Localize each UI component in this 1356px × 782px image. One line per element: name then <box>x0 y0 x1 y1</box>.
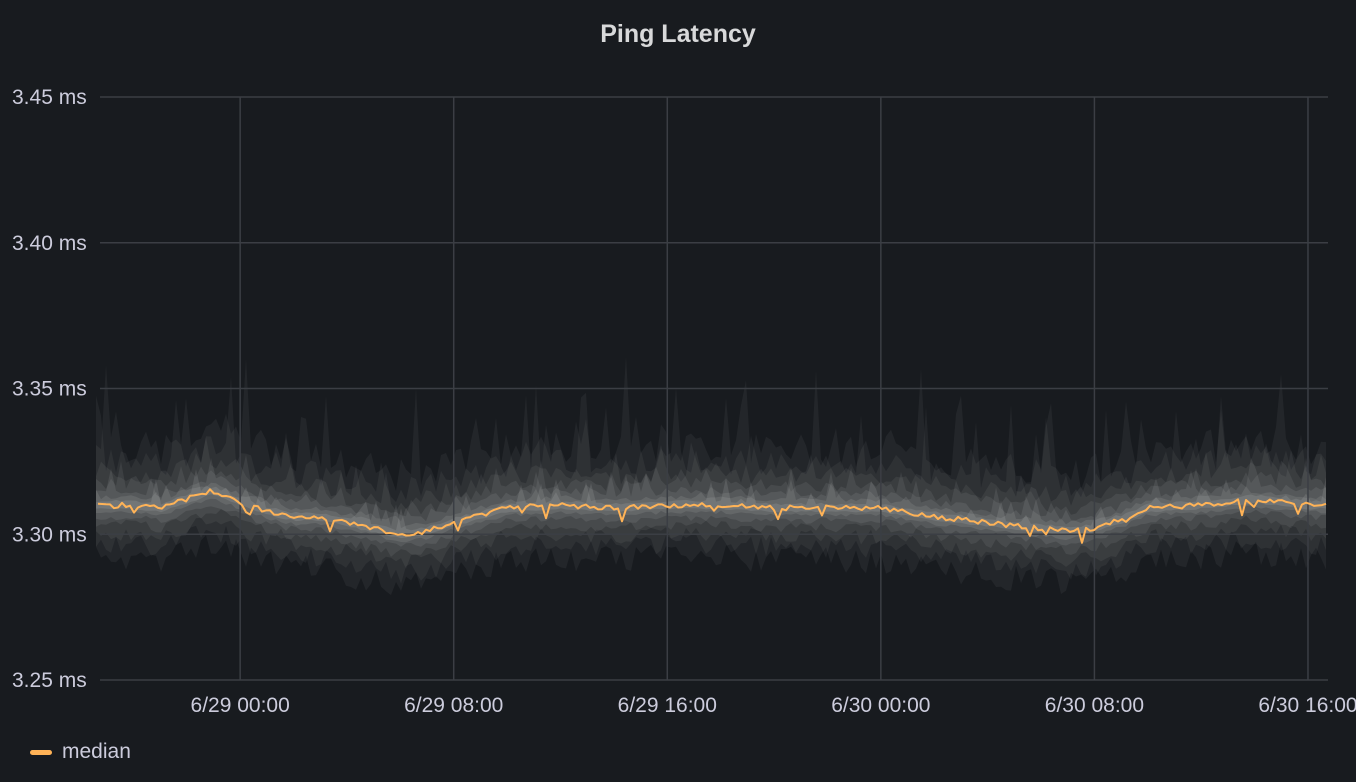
legend-label: median <box>62 740 131 763</box>
x-tick-label: 6/30 00:00 <box>831 694 930 717</box>
legend-swatch <box>30 749 52 755</box>
grid <box>100 96 1328 681</box>
y-tick-label: 3.35 ms <box>12 378 87 401</box>
band-2 <box>96 436 1326 569</box>
band-5 <box>96 479 1326 543</box>
x-tick-label: 6/30 16:00 <box>1258 694 1356 717</box>
median-line[interactable] <box>97 488 1327 544</box>
x-tick-label: 6/29 08:00 <box>404 694 503 717</box>
x-tick-label: 6/29 00:00 <box>191 694 290 717</box>
y-tick-label: 3.45 ms <box>12 86 87 109</box>
band-1 <box>96 376 1326 584</box>
legend-item-median[interactable]: median <box>30 740 131 764</box>
distribution-bands <box>96 356 1326 596</box>
y-tick-label: 3.40 ms <box>12 232 87 255</box>
x-tick-label: 6/30 08:00 <box>1045 694 1144 717</box>
x-axis: 6/29 00:00 6/29 08:00 6/29 16:00 6/30 00:00… <box>191 694 1356 717</box>
y-tick-label: 3.25 ms <box>12 669 87 692</box>
y-tick-label: 3.30 ms <box>12 523 87 546</box>
median-series[interactable] <box>97 488 1329 544</box>
x-tick-label: 6/29 16:00 <box>618 694 717 717</box>
y-axis: 3.25 ms 3.30 ms 3.35 ms 3.40 ms 3.45 ms <box>12 86 87 692</box>
panel-title: Ping Latency <box>600 20 756 48</box>
band-6 <box>96 469 1326 539</box>
